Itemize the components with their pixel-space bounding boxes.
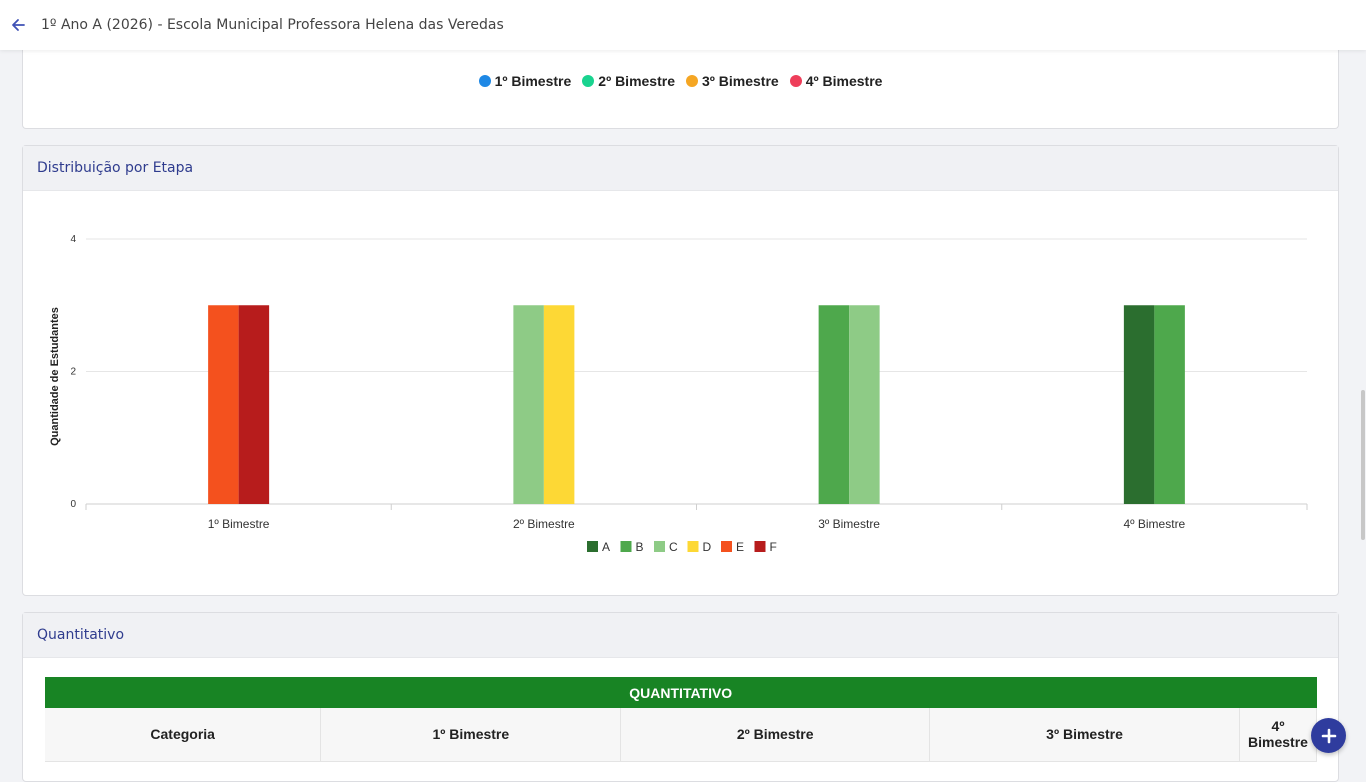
column-header: 1º Bimestre	[320, 708, 622, 762]
column-header: Categoria	[45, 708, 322, 762]
column-header: 3º Bimestre	[929, 708, 1240, 762]
legend-dot-icon	[582, 75, 595, 87]
legend-label: C	[669, 540, 678, 554]
column-header: 4º Bimestre	[1239, 708, 1318, 762]
legend-label: F	[770, 540, 777, 554]
distribution-chart: 0 2 4 Quantidade de Estudantes 1º Bimestre 2º…	[23, 192, 1338, 596]
distribution-chart-svg: 0 2 4 Quantidade de Estudantes 1º Bimestre 2º…	[49, 234, 1308, 554]
y-tick-label: 0	[70, 499, 76, 510]
legend-swatch	[654, 541, 665, 552]
legend-dot-icon	[478, 75, 491, 87]
y-tick-label: 2	[70, 367, 76, 378]
legend-label: A	[602, 540, 610, 554]
distribution-card-header: Distribuição por Etapa	[23, 146, 1338, 191]
legend-swatch	[754, 541, 766, 552]
bar-c	[513, 305, 544, 504]
x-tick-label: 3º Bimestre	[818, 517, 880, 531]
x-tick-label: 2º Bimestre	[513, 517, 575, 531]
legend-swatch	[687, 541, 699, 552]
bar-b	[1154, 305, 1185, 504]
quantitative-card-title: Quantitativo	[37, 627, 125, 643]
column-header: 2º Bimestre	[620, 708, 931, 762]
legend-swatch	[620, 541, 632, 552]
arrow-left-icon[interactable]	[0, 3, 36, 47]
legend-label: E	[736, 540, 744, 554]
plus-icon	[1321, 728, 1336, 743]
legend-swatch	[587, 541, 598, 552]
distribution-card-title: Distribuição por Etapa	[37, 160, 194, 176]
legend-dot-icon	[789, 75, 802, 87]
table-header-row: Categoria 1º Bimestre 2º Bimestre 3º Bim…	[45, 708, 1318, 762]
period-legend-label: 1º Bimestre	[494, 73, 572, 89]
period-legend-item[interactable]: 4º Bimestre	[789, 73, 883, 89]
period-legend-label: 3º Bimestre	[702, 73, 779, 89]
bar-b	[818, 305, 850, 504]
distribution-card: Distribuição por Etapa 0 2 4 Quantidade de …	[22, 145, 1339, 596]
period-chart-card: 1º Bimestre 2º Bimestre 3º Bimestre 4º B…	[22, 40, 1339, 129]
bar-a	[1123, 305, 1155, 504]
table-title: QUANTITATIVO	[45, 677, 1317, 708]
period-legend-label: 2º Bimestre	[598, 73, 675, 89]
period-legend-item[interactable]: 1º Bimestre	[478, 73, 572, 89]
scrollbar-thumb[interactable]	[1361, 390, 1365, 540]
bar-d	[543, 305, 575, 504]
legend-label: D	[703, 540, 712, 554]
legend-swatch	[721, 541, 732, 552]
top-bar: 1º Ano A (2026) - Escola Municipal Profe…	[0, 0, 1366, 50]
y-axis-label: Quantidade de Estudantes	[49, 307, 61, 446]
legend-dot-icon	[686, 75, 698, 87]
quantitative-table: QUANTITATIVO Categoria 1º Bimestre 2º Bi…	[45, 677, 1318, 762]
bar-f	[238, 305, 270, 504]
bar-e	[208, 305, 239, 504]
add-button[interactable]	[1311, 718, 1346, 753]
quantitative-card: Quantitativo QUANTITATIVO Categoria 1º B…	[22, 612, 1339, 782]
y-tick-label: 4	[70, 234, 76, 245]
page-title: 1º Ano A (2026) - Escola Municipal Profe…	[41, 17, 504, 33]
period-legend-item[interactable]: 3º Bimestre	[686, 73, 779, 89]
period-legend-item[interactable]: 2º Bimestre	[582, 73, 675, 89]
quantitative-card-header: Quantitativo	[23, 613, 1338, 658]
x-tick-label: 1º Bimestre	[208, 517, 270, 531]
period-legend-label: 4º Bimestre	[805, 73, 883, 89]
period-legend: 1º Bimestre 2º Bimestre 3º Bimestre 4º B…	[23, 73, 1338, 89]
legend-label: B	[636, 540, 644, 554]
bar-c	[849, 305, 880, 504]
x-tick-label: 4º Bimestre	[1124, 517, 1186, 531]
